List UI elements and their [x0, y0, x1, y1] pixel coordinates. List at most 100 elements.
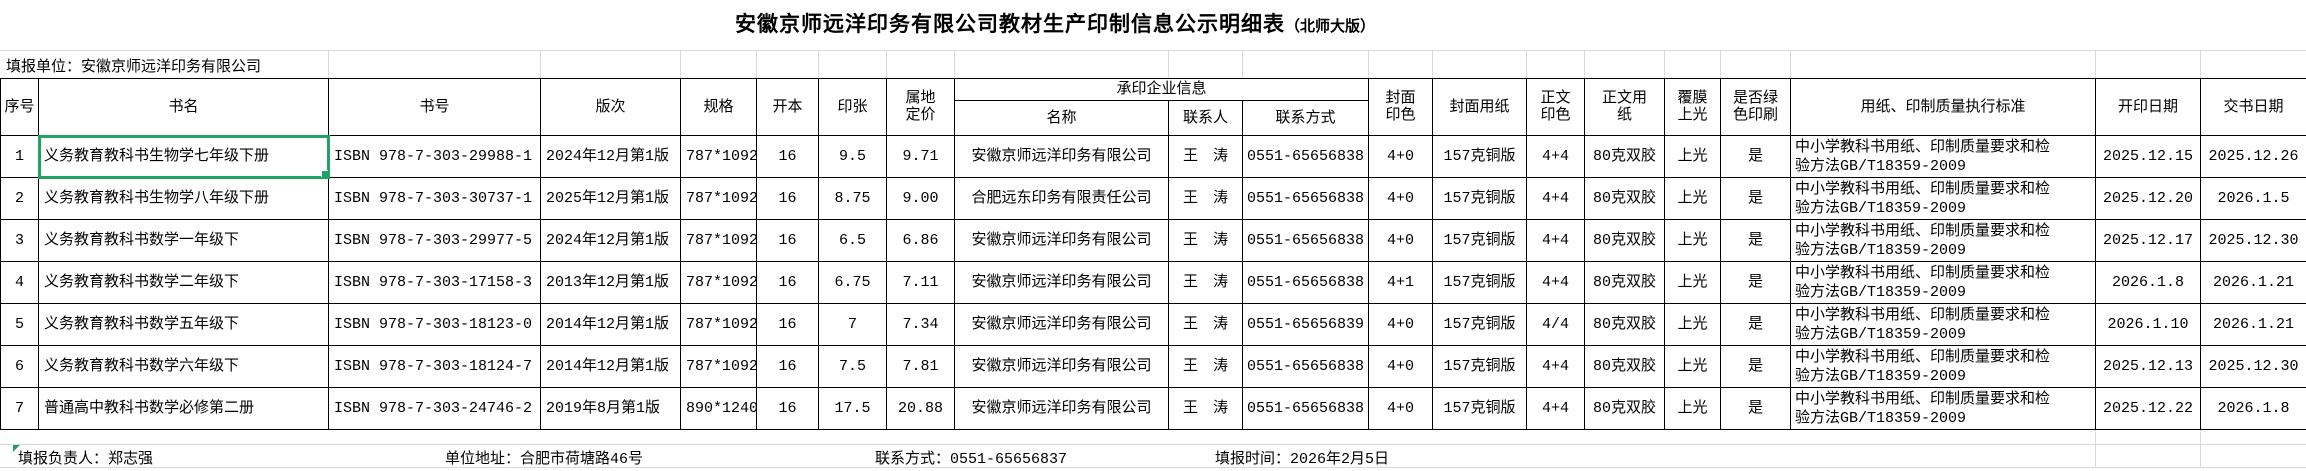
column-header-price[interactable]: 属地定价 — [886, 78, 955, 136]
cell-index[interactable]: 4 — [0, 261, 39, 304]
cell-size[interactable]: 787*1092 — [680, 261, 757, 304]
cell-green-print[interactable]: 是 — [1720, 303, 1791, 346]
cell-contact-phone[interactable]: 0551-65656838 — [1242, 135, 1369, 178]
cell-price[interactable]: 9.00 — [886, 177, 955, 220]
cell-coating[interactable]: 上光 — [1664, 135, 1721, 178]
cell-body-colors[interactable]: 4+4 — [1526, 135, 1585, 178]
column-header-edition[interactable]: 版次 — [540, 78, 681, 136]
cell-price[interactable]: 7.81 — [886, 345, 955, 388]
cell-edition[interactable]: 2013年12月第1版 — [540, 261, 681, 304]
column-header-sheets[interactable]: 印张 — [818, 78, 887, 136]
cell-coating[interactable]: 上光 — [1664, 177, 1721, 220]
cell-index[interactable]: 3 — [0, 219, 39, 262]
cell-printer-name[interactable]: 安徽京师远洋印务有限公司 — [954, 261, 1169, 304]
cell-book-title[interactable]: 义务教育教科书生物学七年级下册 — [37, 134, 330, 179]
cell-printer-name[interactable]: 合肥远东印务有限责任公司 — [954, 177, 1169, 220]
cell-body-paper[interactable]: 80克双胶 — [1584, 387, 1665, 430]
cell-sheets[interactable]: 7.5 — [818, 345, 887, 388]
cell-standard[interactable]: 中小学教科书用纸、印制质量要求和检验方法GB/T18359-2009 — [1790, 261, 2096, 304]
cell-price[interactable]: 7.34 — [886, 303, 955, 346]
cell-size[interactable]: 787*1092 — [680, 177, 757, 220]
cell-cover-colors[interactable]: 4+1 — [1368, 261, 1433, 304]
print-info-table[interactable]: 序号 书名 书号 版次 规格 开本 印张 属地定价 承印企业信息 封面印色 封面用纸 正文印色 正文用纸… — [0, 78, 2306, 430]
column-header-printer-name[interactable]: 名称 — [954, 100, 1169, 136]
cell-size[interactable]: 787*1092 — [680, 219, 757, 262]
cell-body-paper[interactable]: 80克双胶 — [1584, 261, 1665, 304]
cell-format[interactable]: 16 — [756, 303, 819, 346]
column-header-body-colors[interactable]: 正文印色 — [1526, 78, 1585, 136]
cell-printer-name[interactable]: 安徽京师远洋印务有限公司 — [954, 303, 1169, 346]
column-header-coating[interactable]: 覆膜上光 — [1664, 78, 1721, 136]
cell-format[interactable]: 16 — [756, 219, 819, 262]
cell-contact-person[interactable]: 王 涛 — [1168, 303, 1243, 346]
cell-print-date[interactable]: 2025.12.22 — [2095, 387, 2201, 430]
cell-body-colors[interactable]: 4+4 — [1526, 177, 1585, 220]
cell-printer-name[interactable]: 安徽京师远洋印务有限公司 — [954, 387, 1169, 430]
cell-isbn[interactable]: ISBN 978-7-303-17158-3 — [328, 261, 541, 304]
cell-index[interactable]: 2 — [0, 177, 39, 220]
column-header-contact-person[interactable]: 联系人 — [1168, 100, 1243, 136]
footer-date-cell[interactable]: 填报时间：2026年2月5日 — [1215, 451, 1390, 468]
cell-cover-paper[interactable]: 157克铜版 — [1432, 177, 1527, 220]
column-header-book-title[interactable]: 书名 — [38, 78, 329, 136]
cell-green-print[interactable]: 是 — [1720, 261, 1791, 304]
column-header-print-date[interactable]: 开印日期 — [2095, 78, 2201, 136]
cell-index[interactable]: 6 — [0, 345, 39, 388]
cell-format[interactable]: 16 — [756, 345, 819, 388]
cell-delivery-date[interactable]: 2025.12.26 — [2200, 135, 2306, 178]
cell-book-title[interactable]: 义务教育教科书数学二年级下 — [38, 261, 329, 304]
cell-delivery-date[interactable]: 2025.12.30 — [2200, 219, 2306, 262]
cell-green-print[interactable]: 是 — [1720, 135, 1791, 178]
cell-green-print[interactable]: 是 — [1720, 387, 1791, 430]
cell-cover-paper[interactable]: 157克铜版 — [1432, 387, 1527, 430]
cell-book-title[interactable]: 普通高中教科书数学必修第二册 — [38, 387, 329, 430]
cell-body-colors[interactable]: 4+4 — [1526, 345, 1585, 388]
cell-body-colors[interactable]: 4+4 — [1526, 219, 1585, 262]
column-header-isbn[interactable]: 书号 — [328, 78, 541, 136]
cell-body-colors[interactable]: 4/4 — [1526, 303, 1585, 346]
cell-price[interactable]: 6.86 — [886, 219, 955, 262]
column-header-cover-colors[interactable]: 封面印色 — [1368, 78, 1433, 136]
cell-price[interactable]: 9.71 — [886, 135, 955, 178]
cell-edition[interactable]: 2014年12月第1版 — [540, 303, 681, 346]
cell-isbn[interactable]: ISBN 978-7-303-18123-0 — [328, 303, 541, 346]
cell-cover-paper[interactable]: 157克铜版 — [1432, 303, 1527, 346]
cell-printer-name[interactable]: 安徽京师远洋印务有限公司 — [954, 345, 1169, 388]
cell-format[interactable]: 16 — [756, 177, 819, 220]
cell-contact-person[interactable]: 王 涛 — [1168, 177, 1243, 220]
footer-contact-cell[interactable]: 联系方式：0551-65656837 — [875, 451, 1068, 468]
cell-green-print[interactable]: 是 — [1720, 177, 1791, 220]
column-header-cover-paper[interactable]: 封面用纸 — [1432, 78, 1527, 136]
cell-index[interactable]: 1 — [0, 135, 39, 178]
cell-contact-person[interactable]: 王 涛 — [1168, 387, 1243, 430]
cell-standard[interactable]: 中小学教科书用纸、印制质量要求和检验方法GB/T18359-2009 — [1790, 219, 2096, 262]
cell-book-title[interactable]: 义务教育教科书数学六年级下 — [38, 345, 329, 388]
cell-isbn[interactable]: ISBN 978-7-303-18124-7 — [328, 345, 541, 388]
cell-print-date[interactable]: 2025.12.20 — [2095, 177, 2201, 220]
cell-delivery-date[interactable]: 2026.1.21 — [2200, 303, 2306, 346]
cell-delivery-date[interactable]: 2026.1.8 — [2200, 387, 2306, 430]
cell-standard[interactable]: 中小学教科书用纸、印制质量要求和检验方法GB/T18359-2009 — [1790, 135, 2096, 178]
cell-contact-person[interactable]: 王 涛 — [1168, 135, 1243, 178]
footer-owner-cell[interactable]: 填报负责人：郑志强 — [18, 451, 154, 468]
column-header-green-print[interactable]: 是否绿色印刷 — [1720, 78, 1791, 136]
cell-isbn[interactable]: ISBN 978-7-303-29988-1 — [328, 135, 541, 178]
cell-standard[interactable]: 中小学教科书用纸、印制质量要求和检验方法GB/T18359-2009 — [1790, 387, 2096, 430]
cell-printer-name[interactable]: 安徽京师远洋印务有限公司 — [954, 135, 1169, 178]
cell-contact-person[interactable]: 王 涛 — [1168, 261, 1243, 304]
cell-cover-colors[interactable]: 4+0 — [1368, 135, 1433, 178]
cell-size[interactable]: 787*1092 — [680, 345, 757, 388]
cell-contact-phone[interactable]: 0551-65656838 — [1242, 219, 1369, 262]
cell-coating[interactable]: 上光 — [1664, 219, 1721, 262]
cell-cover-colors[interactable]: 4+0 — [1368, 177, 1433, 220]
cell-edition[interactable]: 2014年12月第1版 — [540, 345, 681, 388]
cell-body-paper[interactable]: 80克双胶 — [1584, 345, 1665, 388]
cell-book-title[interactable]: 义务教育教科书数学一年级下 — [38, 219, 329, 262]
cell-contact-phone[interactable]: 0551-65656838 — [1242, 261, 1369, 304]
cell-green-print[interactable]: 是 — [1720, 345, 1791, 388]
column-group-header-printer-info[interactable]: 承印企业信息 — [954, 78, 1369, 101]
cell-contact-phone[interactable]: 0551-65656838 — [1242, 177, 1369, 220]
cell-contact-phone[interactable]: 0551-65656838 — [1242, 345, 1369, 388]
cell-edition[interactable]: 2025年12月第1版 — [540, 177, 681, 220]
cell-delivery-date[interactable]: 2026.1.5 — [2200, 177, 2306, 220]
